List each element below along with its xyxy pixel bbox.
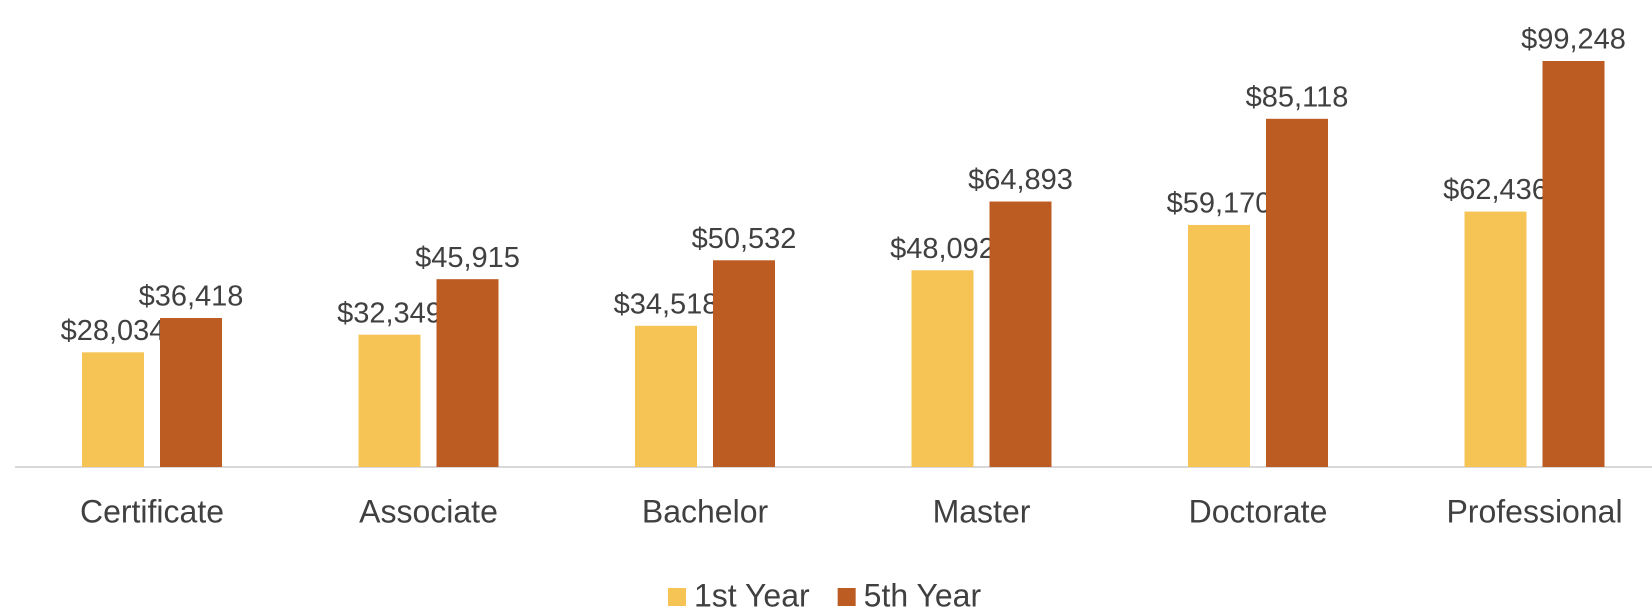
value-label: $50,532 [692, 223, 797, 255]
value-label: $32,349 [337, 297, 442, 329]
legend-label: 5th Year [864, 577, 982, 613]
value-label: $59,170 [1167, 188, 1272, 220]
legend-label: 1st Year [694, 577, 810, 613]
x-tick-label: Doctorate [1189, 493, 1328, 529]
legend-swatch [837, 588, 856, 606]
value-label: $64,893 [968, 164, 1073, 196]
bar [989, 201, 1052, 467]
x-tick-label: Professional [1446, 493, 1622, 529]
bar [82, 352, 144, 467]
value-label: $28,034 [61, 315, 166, 347]
x-tick-label: Bachelor [642, 493, 769, 529]
value-label: $34,518 [614, 288, 719, 320]
bar [635, 325, 697, 467]
x-tick-label: Master [933, 493, 1031, 529]
value-label: $36,418 [139, 281, 244, 313]
value-label: $62,436 [1443, 174, 1548, 206]
x-tick-label: Certificate [80, 493, 224, 529]
value-label: $85,118 [1246, 81, 1349, 113]
bar [436, 279, 499, 467]
value-label: $48,092 [890, 233, 995, 265]
bar [1542, 61, 1605, 467]
bar [911, 270, 974, 467]
value-label: $99,248 [1521, 24, 1626, 56]
legend-swatch [668, 588, 686, 606]
bar [1266, 118, 1328, 467]
bar [1188, 224, 1250, 467]
bar [1464, 211, 1527, 467]
bar [160, 318, 222, 467]
x-tick-label: Associate [359, 493, 498, 529]
bar [713, 260, 775, 467]
bar [358, 334, 421, 467]
value-label: $45,915 [415, 242, 520, 274]
